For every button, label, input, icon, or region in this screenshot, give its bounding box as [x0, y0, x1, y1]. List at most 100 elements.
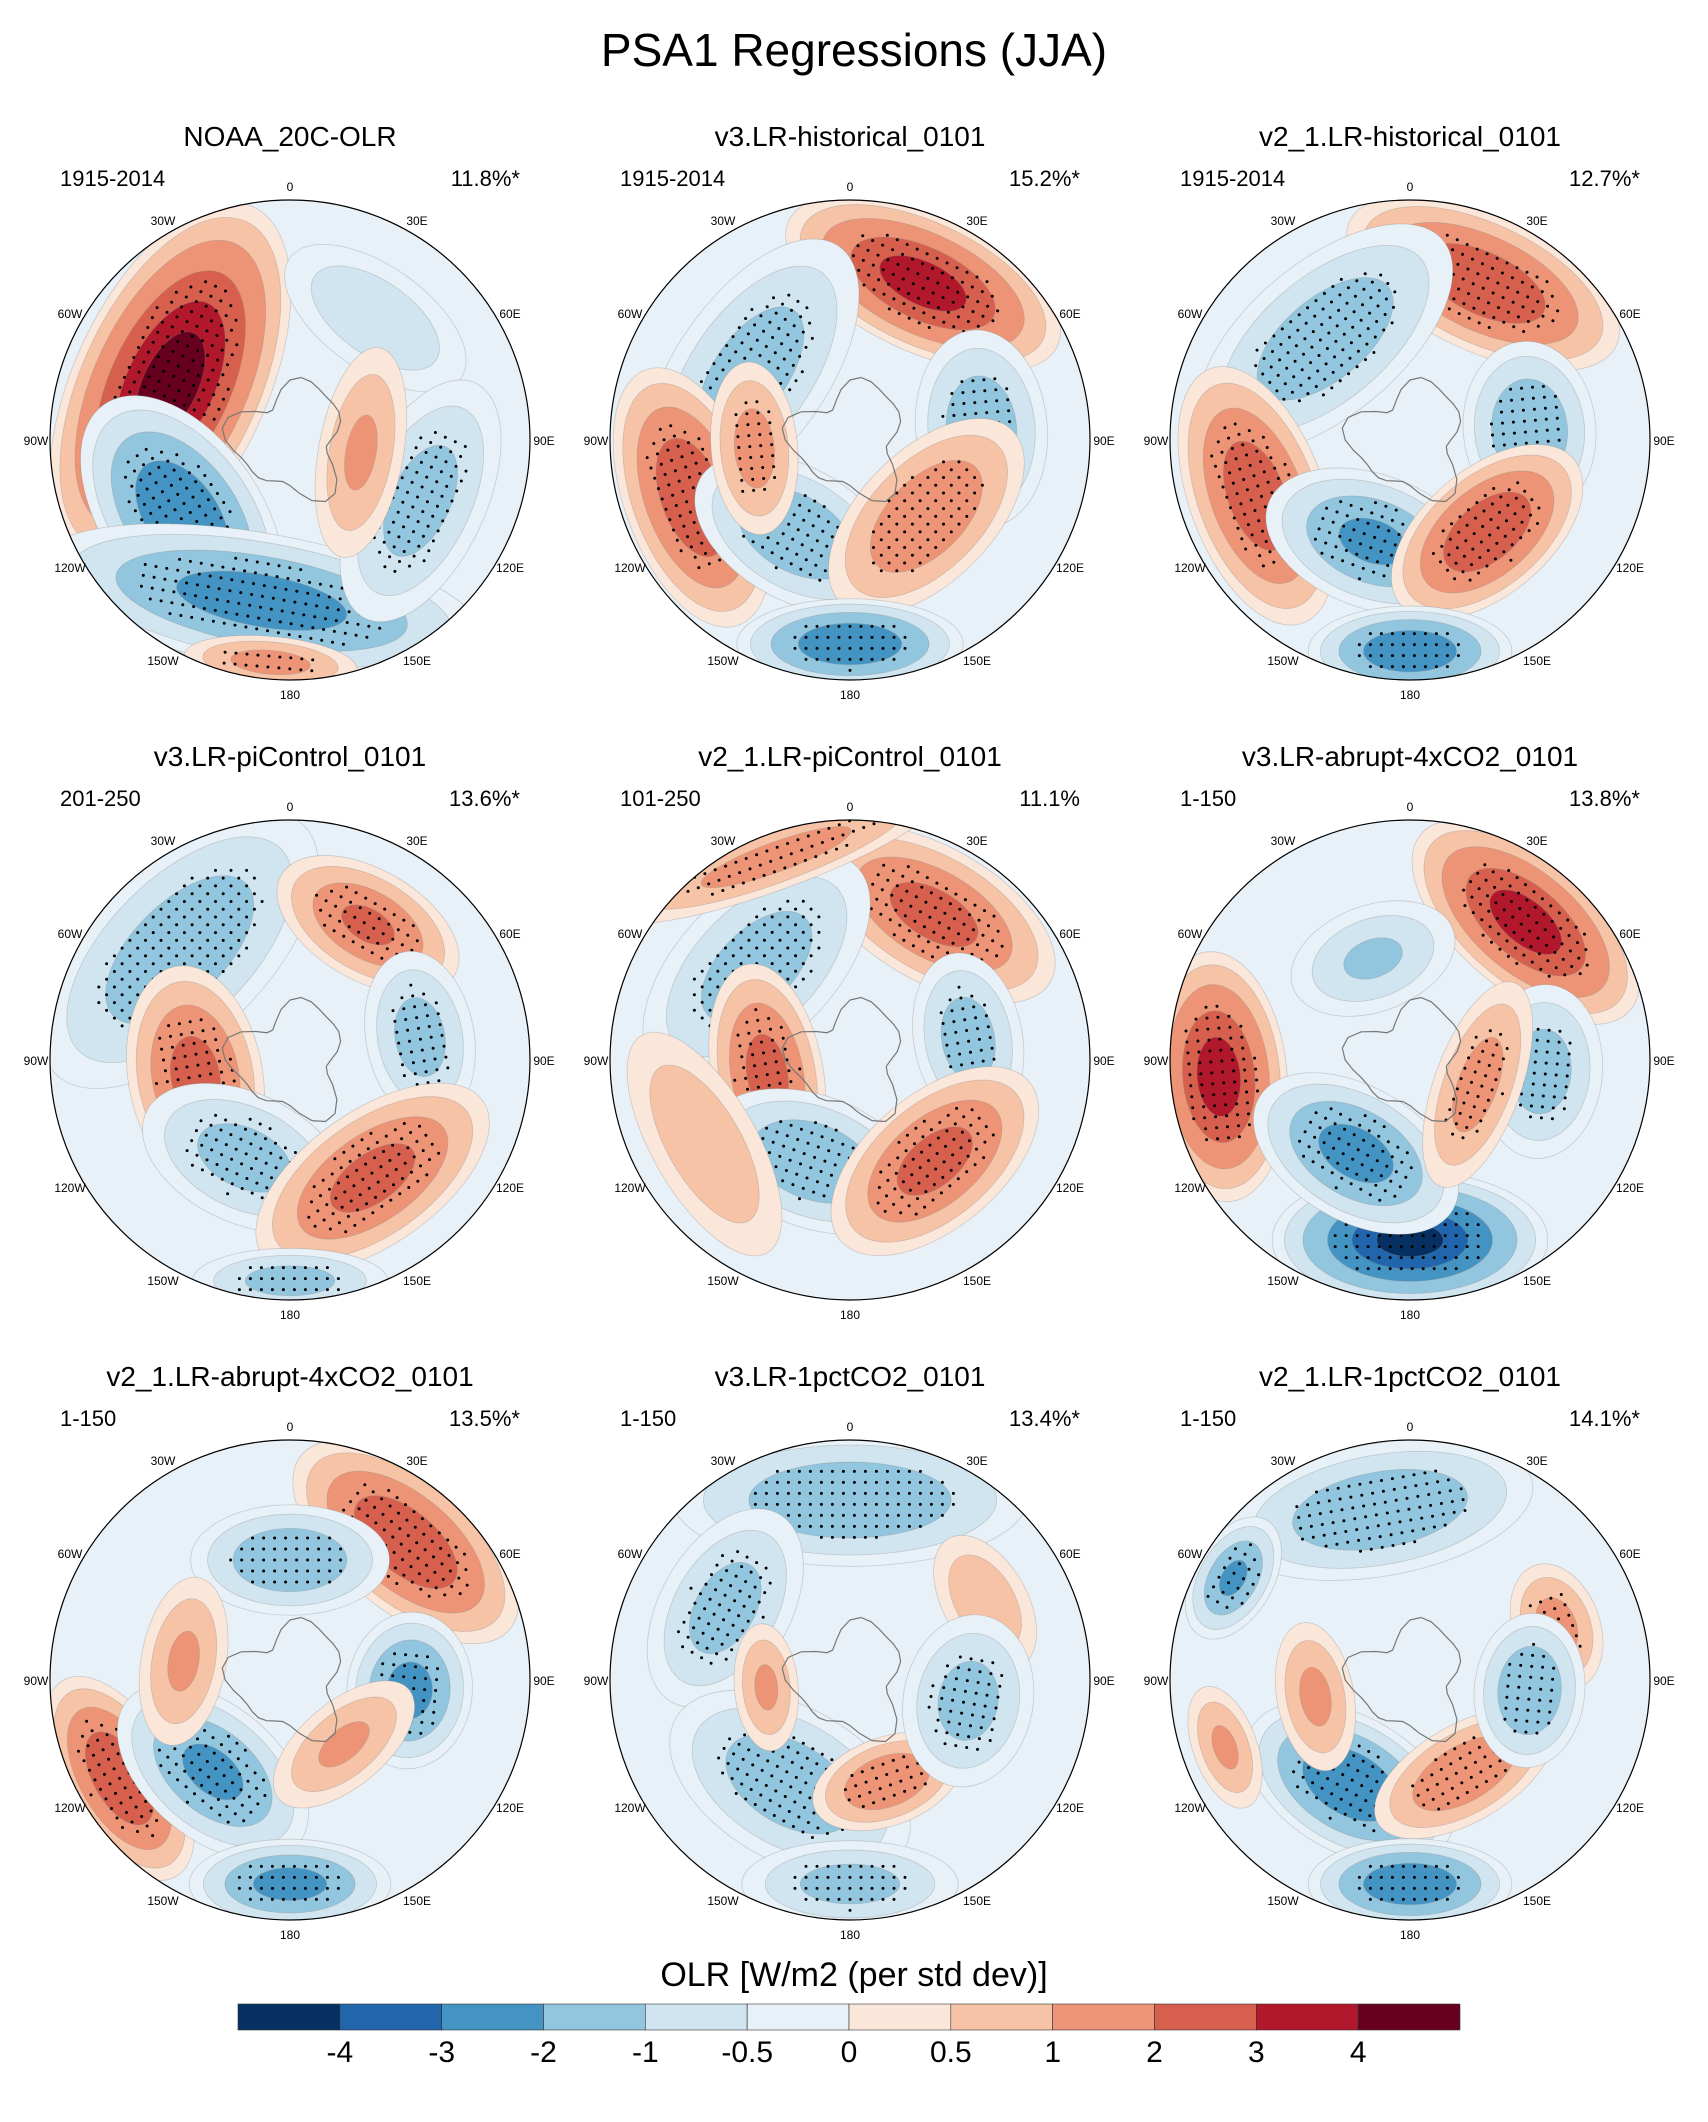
stipple-dot — [1202, 1105, 1206, 1109]
stipple-dot — [1334, 1186, 1338, 1190]
stipple-dot — [1378, 1198, 1382, 1202]
stipple-dot — [210, 344, 214, 347]
stipple-dot — [147, 375, 151, 379]
lon-label: 30E — [966, 834, 987, 848]
stipple-dot — [859, 1875, 863, 1879]
anomaly-blob — [188, 1838, 392, 1920]
stipple-dot — [1242, 1577, 1245, 1581]
stipple-dot — [1401, 1875, 1405, 1879]
stipple-dot — [128, 985, 132, 989]
stipple-dot — [221, 970, 225, 973]
stipple-dot — [248, 1117, 252, 1121]
stipple-dot — [708, 386, 712, 390]
stipple-dot — [1445, 233, 1449, 237]
stipple-dot — [1379, 550, 1383, 553]
stipple-dot — [1472, 532, 1476, 536]
stipple-dot — [1499, 1032, 1503, 1036]
stipple-dot — [895, 884, 899, 888]
stipple-dot — [1316, 1501, 1320, 1505]
stipple-dot — [775, 1130, 779, 1134]
stipple-dot — [998, 1684, 1002, 1688]
stipple-dot — [284, 1569, 288, 1573]
stipple-dot — [965, 1029, 969, 1032]
stipple-dot — [918, 1491, 922, 1495]
stipple-dot — [983, 1003, 986, 1007]
stipple-dot — [891, 1758, 895, 1762]
stipple-dot — [767, 1083, 771, 1087]
stipple-dot — [711, 1637, 715, 1641]
stipple-dot — [450, 1585, 454, 1588]
stipple-dot — [1445, 643, 1449, 647]
stipple-dot — [809, 938, 813, 942]
stipple-dot — [677, 1630, 680, 1634]
stipple-dot — [1292, 375, 1296, 379]
stipple-dot — [237, 1875, 241, 1879]
stipple-dot — [188, 1020, 192, 1024]
stipple-dot — [402, 1122, 406, 1125]
stipple-dot — [926, 940, 930, 944]
stipple-dot — [195, 520, 199, 523]
stipple-dot — [161, 345, 165, 349]
stipple-dot — [1355, 1267, 1359, 1271]
stipple-dot — [1217, 1575, 1221, 1579]
stipple-dot — [961, 1007, 965, 1011]
lon-label: 90E — [1093, 1054, 1114, 1068]
anomaly-blob — [733, 1623, 799, 1752]
stipple-dot — [810, 844, 814, 848]
stipple-dot — [281, 1875, 285, 1879]
lon-label: 60W — [58, 1547, 83, 1561]
stipple-dot — [185, 320, 189, 324]
stipple-dot — [214, 884, 217, 888]
stipple-dot — [778, 954, 782, 958]
stipple-dot — [288, 667, 292, 671]
stipple-dot — [413, 1676, 417, 1680]
stipple-dot — [332, 929, 336, 933]
stipple-dot — [910, 1173, 914, 1177]
stipple-dot — [1488, 1029, 1492, 1033]
stipple-dot — [819, 1170, 823, 1173]
stipple-dot — [804, 624, 808, 628]
lon-label: 120E — [1056, 1181, 1084, 1195]
stipple-dot — [730, 1559, 734, 1563]
stipple-dot — [762, 907, 766, 911]
stipple-dot — [212, 417, 216, 421]
stipple-dot — [1286, 351, 1290, 355]
stipple-dot — [876, 1201, 880, 1205]
stipple-dot — [382, 1528, 386, 1532]
stipple-dot — [245, 1177, 249, 1180]
stipple-dot — [166, 1755, 170, 1759]
stipple-dot — [463, 445, 467, 448]
stipple-dot — [731, 885, 735, 889]
stipple-dot — [914, 895, 918, 899]
stipple-dot — [745, 412, 749, 416]
stipple-dot — [397, 1511, 400, 1515]
stipple-dot — [817, 514, 821, 518]
stipple-dot — [922, 1119, 926, 1123]
stipple-dot — [872, 288, 876, 292]
stipple-dot — [145, 1824, 149, 1828]
stipple-dot — [1420, 1778, 1424, 1782]
stipple-dot — [848, 1875, 852, 1879]
stipple-dot — [942, 491, 945, 495]
stipple-dot — [278, 655, 282, 659]
stipple-dot — [105, 1008, 109, 1012]
stipple-dot — [879, 538, 883, 542]
stipple-dot — [1481, 525, 1485, 528]
stipple-dot — [1550, 294, 1554, 298]
stipple-dot — [1507, 1673, 1511, 1677]
lon-label: 90W — [584, 434, 609, 448]
stipple-dot — [928, 1143, 932, 1147]
stipple-dot — [409, 983, 413, 987]
stipple-dot — [211, 368, 215, 372]
stipple-dot — [1380, 1545, 1384, 1549]
stipple-dot — [779, 1025, 783, 1029]
stipple-dot — [201, 363, 205, 367]
stipple-dot — [445, 509, 449, 513]
stipple-dot — [1563, 1096, 1567, 1100]
stipple-dot — [127, 500, 131, 504]
anomaly-blob — [138, 1576, 229, 1746]
colorbar-tick-label: 1 — [1044, 2036, 1061, 2069]
stipple-dot — [862, 826, 866, 829]
stipple-dot — [881, 624, 885, 628]
stipple-dot — [412, 1510, 416, 1514]
